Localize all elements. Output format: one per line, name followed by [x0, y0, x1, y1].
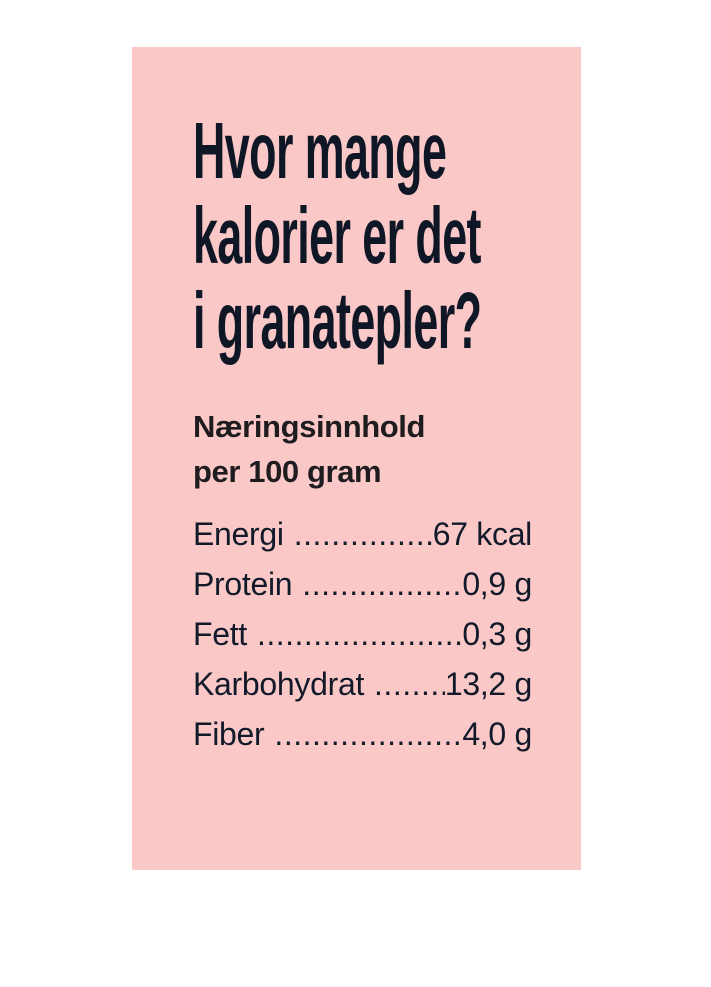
nutrient-value: 0,9 g [462, 566, 532, 602]
nutrient-value: 0,3 g [462, 616, 532, 652]
nutrition-row-energy: Energi 67 kcal [193, 514, 532, 554]
dot-leader [257, 614, 462, 654]
dot-leader [294, 514, 433, 554]
nutrient-label: Protein [193, 566, 293, 602]
dot-leader [374, 664, 445, 704]
nutrition-row-protein: Protein 0,9 g [193, 564, 532, 604]
title-line-3: i granatepler? [193, 276, 482, 365]
nutrient-label: Fett [193, 616, 247, 652]
subtitle-line-1: Næringsinnhold [193, 409, 426, 444]
nutrient-label: Fiber [193, 716, 265, 752]
nutrient-value: 4,0 g [462, 716, 532, 752]
nutrient-value: 67 kcal [432, 516, 533, 552]
nutrition-row-fiber: Fiber 4,0 g [193, 714, 532, 754]
nutrient-label: Energi [193, 516, 284, 552]
nutrition-row-carbohydrate: Karbohydrat 13,2 g [193, 664, 532, 704]
title-line-2: kalorier er det [193, 191, 481, 280]
dot-leader [302, 564, 462, 604]
nutrition-row-fat: Fett 0,3 g [193, 614, 532, 654]
nutrient-label: Karbohydrat [193, 666, 365, 702]
subtitle-line-2: per 100 gram [193, 454, 382, 489]
dot-leader [274, 714, 462, 754]
title-line-1: Hvor mange [193, 106, 447, 195]
nutrient-value: 13,2 g [444, 666, 532, 702]
